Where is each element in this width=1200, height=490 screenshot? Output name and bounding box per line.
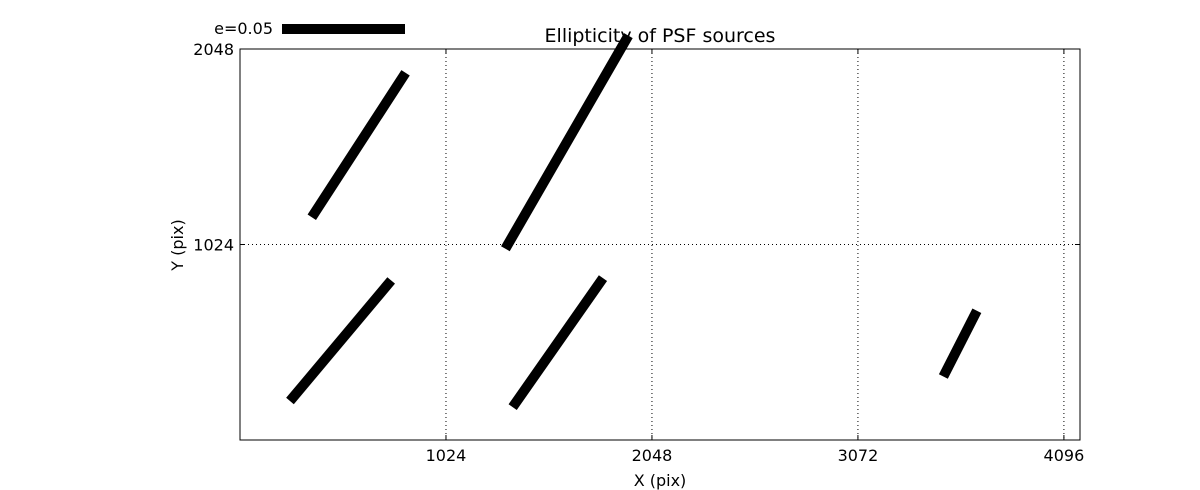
grid-lines [240, 48, 1080, 440]
whisker-series [286, 33, 982, 410]
y-axis-label: Y (pix) [168, 219, 187, 271]
x-tick-label: 4096 [1044, 446, 1085, 465]
ellipticity-whisker [938, 308, 982, 379]
ellipticity-whisker [508, 275, 608, 410]
x-axis-label: X (pix) [634, 471, 687, 490]
y-tick-label: 2048 [193, 40, 234, 59]
chart-title: Ellipticity of PSF sources [545, 25, 776, 47]
x-tick-label: 3072 [838, 446, 879, 465]
ellipticity-whisker [307, 70, 410, 220]
legend-label: e=0.05 [214, 19, 273, 38]
ellipticity-whisker [286, 277, 396, 405]
y-tick-label: 1024 [193, 236, 234, 255]
x-tick-label: 2048 [632, 446, 673, 465]
legend: e=0.05 [214, 19, 405, 38]
x-tick-label: 1024 [426, 446, 467, 465]
ellipticity-whisker [501, 33, 633, 252]
axis-ticks: 1024 2048 3072 4096 1024 2048 [193, 40, 1084, 465]
